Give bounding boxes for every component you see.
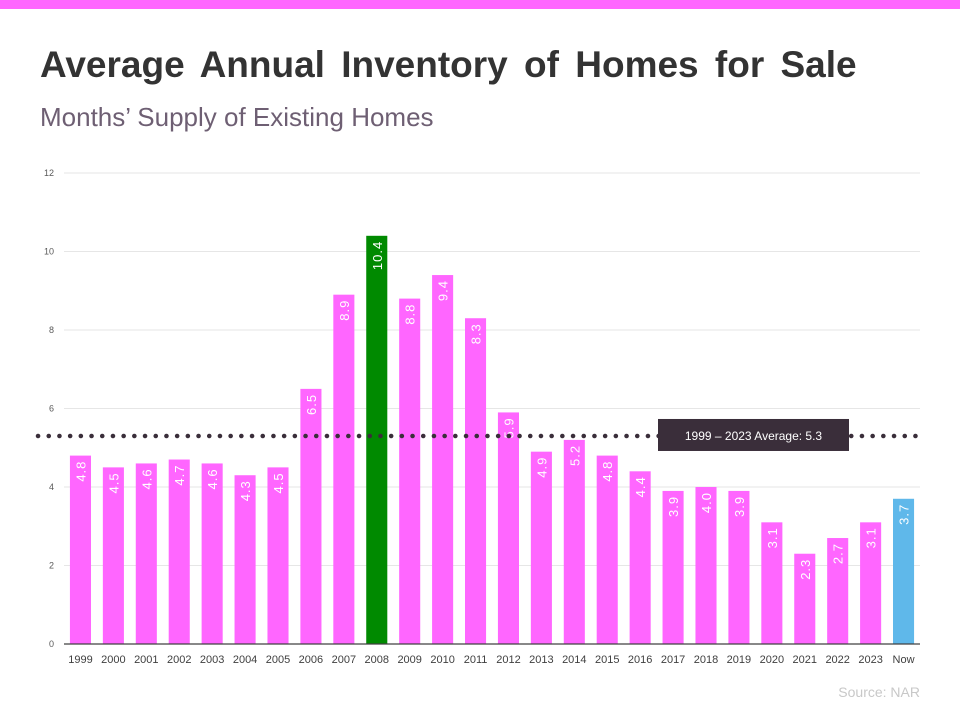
data-label-2006: 6.5: [304, 394, 319, 415]
bar-2014: [563, 439, 585, 644]
y-tick-label: 0: [49, 639, 54, 649]
x-tick-label-2010: 2010: [430, 654, 454, 666]
data-label-2015: 4.8: [600, 461, 615, 482]
bar-2013: [530, 451, 552, 644]
bar-2021: [794, 553, 816, 644]
average-annotation-label: 1999 – 2023 Average: 5.3: [685, 429, 823, 443]
data-label-2012: 5.9: [501, 417, 516, 438]
bar-2002: [168, 459, 190, 644]
data-label-2001: 4.6: [139, 468, 154, 489]
bar-2020: [761, 522, 783, 644]
bar-2000: [102, 467, 124, 644]
x-tick-label-Now: Now: [893, 654, 915, 666]
x-tick-label-2016: 2016: [628, 654, 652, 666]
x-tick-label-2004: 2004: [233, 654, 257, 666]
data-label-2007: 8.9: [337, 300, 352, 321]
bar-2003: [201, 463, 223, 644]
x-tick-label-2018: 2018: [694, 654, 718, 666]
bar-2022: [827, 538, 849, 644]
x-tick-label-2002: 2002: [167, 654, 191, 666]
data-label-2011: 8.3: [469, 323, 484, 344]
bar-2023: [860, 522, 882, 644]
x-tick-label-2009: 2009: [397, 654, 421, 666]
data-label-2014: 5.2: [567, 445, 582, 466]
bar-2010: [432, 275, 454, 644]
bar-2018: [695, 487, 717, 644]
bar-2004: [234, 475, 256, 644]
bar-1999: [69, 455, 91, 644]
data-label-2013: 4.9: [534, 457, 549, 478]
chart-subtitle: Months’ Supply of Existing Homes: [40, 102, 434, 132]
data-label-2002: 4.7: [172, 465, 187, 486]
data-label-1999: 4.8: [73, 461, 88, 482]
data-label-2010: 9.4: [436, 280, 451, 301]
y-tick-label: 2: [49, 561, 54, 571]
top-accent-bar: [0, 0, 960, 9]
data-label-2021: 2.3: [798, 559, 813, 580]
x-tick-label-2003: 2003: [200, 654, 224, 666]
data-label-2022: 2.7: [831, 543, 846, 564]
x-tick-label-2012: 2012: [496, 654, 520, 666]
bar-2001: [135, 463, 157, 644]
y-tick-label: 4: [49, 482, 54, 492]
x-tick-label-2013: 2013: [529, 654, 553, 666]
data-label-2023: 3.1: [864, 527, 879, 548]
data-label-2009: 8.8: [403, 304, 418, 325]
data-label-2017: 3.9: [666, 496, 681, 517]
x-tick-label-2017: 2017: [661, 654, 685, 666]
x-tick-label-2023: 2023: [858, 654, 882, 666]
x-tick-label-2019: 2019: [727, 654, 751, 666]
data-label-2019: 3.9: [732, 496, 747, 517]
x-tick-label-2020: 2020: [760, 654, 784, 666]
x-tick-label-2000: 2000: [101, 654, 125, 666]
x-tick-label-2011: 2011: [464, 654, 488, 666]
bar-2006: [300, 388, 322, 644]
x-tick-label-2014: 2014: [562, 654, 586, 666]
bar-2009: [399, 298, 421, 644]
bar-2011: [465, 318, 487, 644]
data-label-Now: 3.7: [897, 504, 912, 525]
data-label-2018: 4.0: [699, 492, 714, 513]
x-tick-label-2015: 2015: [595, 654, 619, 666]
bar-2012: [497, 412, 519, 644]
x-tick-label-2005: 2005: [266, 654, 290, 666]
x-tick-label-1999: 1999: [68, 654, 92, 666]
y-tick-label: 12: [44, 168, 54, 178]
y-tick-label: 10: [44, 247, 54, 257]
bar-Now: [893, 498, 915, 644]
average-annotation-box: [658, 418, 849, 451]
x-tick-label-2022: 2022: [825, 654, 849, 666]
x-tick-label-2008: 2008: [365, 654, 389, 666]
bar-2015: [596, 455, 618, 644]
source-note: Source: NAR: [838, 684, 920, 700]
data-label-2020: 3.1: [765, 527, 780, 548]
chart-title: Average Annual Inventory of Homes for Sa…: [40, 44, 857, 85]
x-tick-label-2001: 2001: [134, 654, 158, 666]
x-tick-label-2006: 2006: [299, 654, 323, 666]
data-label-2004: 4.3: [238, 480, 253, 501]
bar-2007: [333, 294, 355, 644]
bar-2005: [267, 467, 289, 644]
bar-2008: [366, 235, 388, 645]
bar-2017: [662, 490, 684, 644]
data-label-2003: 4.6: [205, 468, 220, 489]
bar-2016: [629, 471, 651, 644]
data-label-2008: 10.4: [370, 241, 385, 270]
x-tick-label-2007: 2007: [332, 654, 356, 666]
y-tick-label: 8: [49, 325, 54, 335]
x-tick-label-2021: 2021: [793, 654, 817, 666]
data-label-2016: 4.4: [633, 476, 648, 497]
y-tick-label: 6: [49, 404, 54, 414]
data-label-2000: 4.5: [106, 472, 121, 493]
data-label-2005: 4.5: [271, 472, 286, 493]
bar-2019: [728, 490, 750, 644]
